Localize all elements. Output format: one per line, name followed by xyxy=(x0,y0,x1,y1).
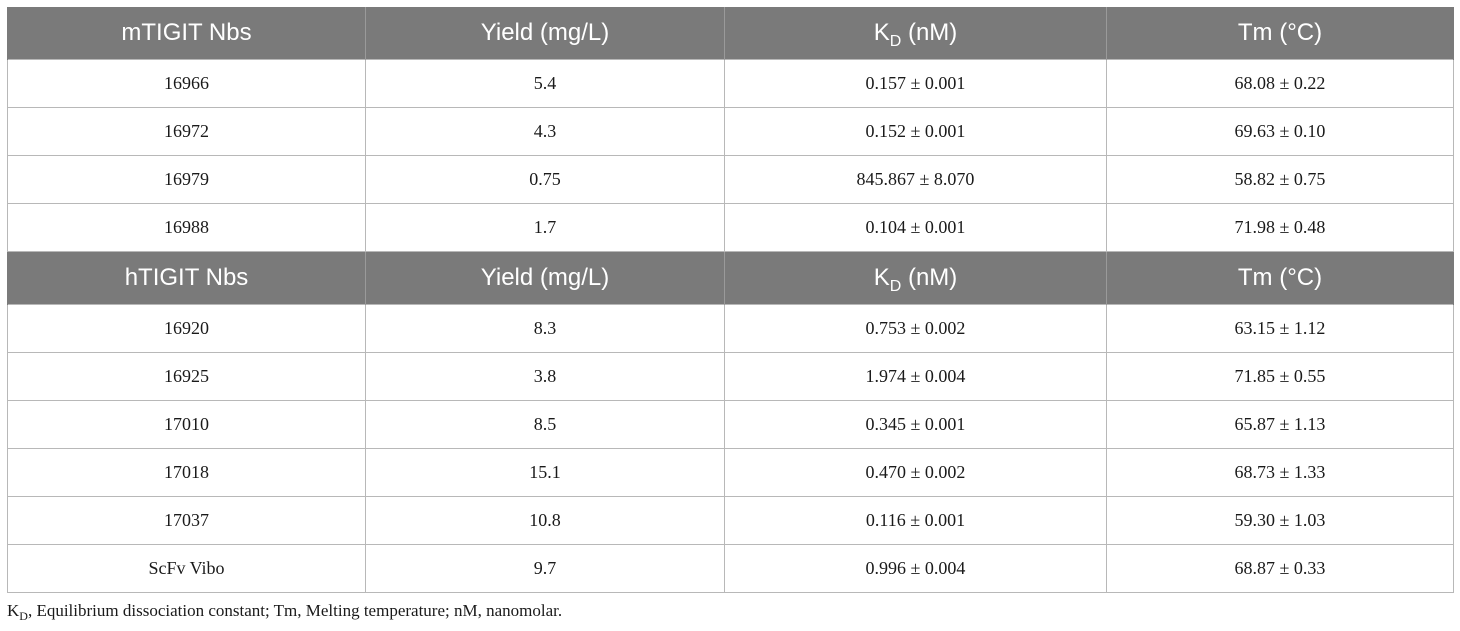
nanobody-id-cell: 17018 xyxy=(7,448,366,497)
nanobody-id-cell: 17037 xyxy=(7,496,366,545)
group-header: hTIGIT Nbs xyxy=(7,251,366,305)
kd-cell: 0.996 ± 0.004 xyxy=(724,544,1107,593)
kd-cell: 0.157 ± 0.001 xyxy=(724,59,1107,108)
table-row: 17010 8.5 0.345 ± 0.001 65.87 ± 1.13 xyxy=(7,400,1454,449)
tm-cell: 59.30 ± 1.03 xyxy=(1106,496,1454,545)
tm-cell: 68.73 ± 1.33 xyxy=(1106,448,1454,497)
nanobody-properties-table: mTIGIT Nbs Yield (mg/L) KD (nM) Tm (°C) 1696… xyxy=(7,7,1454,593)
tm-cell: 71.85 ± 0.55 xyxy=(1106,352,1454,401)
group-header: mTIGIT Nbs xyxy=(7,7,366,60)
section-header-row: mTIGIT Nbs Yield (mg/L) KD (nM) Tm (°C) xyxy=(7,7,1454,60)
yield-cell: 10.8 xyxy=(365,496,725,545)
yield-cell: 4.3 xyxy=(365,107,725,156)
kd-cell: 0.116 ± 0.001 xyxy=(724,496,1107,545)
table-row: 16972 4.3 0.152 ± 0.001 69.63 ± 0.10 xyxy=(7,107,1454,156)
yield-cell: 0.75 xyxy=(365,155,725,204)
nanobody-id-cell: 16920 xyxy=(7,304,366,353)
tm-cell: 63.15 ± 1.12 xyxy=(1106,304,1454,353)
table-row: ScFv Vibo 9.7 0.996 ± 0.004 68.87 ± 0.33 xyxy=(7,544,1454,593)
kd-cell: 0.104 ± 0.001 xyxy=(724,203,1107,252)
kd-cell: 0.753 ± 0.002 xyxy=(724,304,1107,353)
yield-cell: 5.4 xyxy=(365,59,725,108)
table-footnote: KD, Equilibrium dissociation constant; T… xyxy=(7,601,563,623)
nanobody-id-cell: 17010 xyxy=(7,400,366,449)
yield-cell: 1.7 xyxy=(365,203,725,252)
kd-header: KD (nM) xyxy=(724,7,1107,60)
yield-cell: 8.3 xyxy=(365,304,725,353)
footnote-kd-symbol: KD xyxy=(7,601,28,623)
yield-cell: 3.8 xyxy=(365,352,725,401)
nanobody-id-cell: 16972 xyxy=(7,107,366,156)
table-row: 16966 5.4 0.157 ± 0.001 68.08 ± 0.22 xyxy=(7,59,1454,108)
tm-cell: 65.87 ± 1.13 xyxy=(1106,400,1454,449)
kd-header: KD (nM) xyxy=(724,251,1107,305)
tm-cell: 69.63 ± 0.10 xyxy=(1106,107,1454,156)
kd-cell: 0.470 ± 0.002 xyxy=(724,448,1107,497)
nanobody-id-cell: 16979 xyxy=(7,155,366,204)
tm-header: Tm (°C) xyxy=(1106,7,1454,60)
yield-cell: 8.5 xyxy=(365,400,725,449)
table-row: 16920 8.3 0.753 ± 0.002 63.15 ± 1.12 xyxy=(7,304,1454,353)
table-row: 16925 3.8 1.974 ± 0.004 71.85 ± 0.55 xyxy=(7,352,1454,401)
kd-cell: 1.974 ± 0.004 xyxy=(724,352,1107,401)
kd-cell: 845.867 ± 8.070 xyxy=(724,155,1107,204)
nanobody-id-cell: 16966 xyxy=(7,59,366,108)
tm-cell: 58.82 ± 0.75 xyxy=(1106,155,1454,204)
kd-cell: 0.345 ± 0.001 xyxy=(724,400,1107,449)
nanobody-id-cell: 16925 xyxy=(7,352,366,401)
table-row: 16979 0.75 845.867 ± 8.070 58.82 ± 0.75 xyxy=(7,155,1454,204)
yield-cell: 15.1 xyxy=(365,448,725,497)
nanobody-id-cell: 16988 xyxy=(7,203,366,252)
kd-cell: 0.152 ± 0.001 xyxy=(724,107,1107,156)
section-header-row: hTIGIT Nbs Yield (mg/L) KD (nM) Tm (°C) xyxy=(7,251,1454,305)
tm-cell: 68.87 ± 0.33 xyxy=(1106,544,1454,593)
yield-header: Yield (mg/L) xyxy=(365,7,725,60)
tm-header: Tm (°C) xyxy=(1106,251,1454,305)
footnote-text: , Equilibrium dissociation constant; Tm,… xyxy=(27,601,563,620)
table-body: mTIGIT Nbs Yield (mg/L) KD (nM) Tm (°C) 1696… xyxy=(7,7,1454,593)
yield-header: Yield (mg/L) xyxy=(365,251,725,305)
nanobody-id-cell: ScFv Vibo xyxy=(7,544,366,593)
table-row: 16988 1.7 0.104 ± 0.001 71.98 ± 0.48 xyxy=(7,203,1454,252)
data-table-container: mTIGIT Nbs Yield (mg/L) KD (nM) Tm (°C) 1696… xyxy=(7,7,1454,593)
yield-cell: 9.7 xyxy=(365,544,725,593)
tm-cell: 68.08 ± 0.22 xyxy=(1106,59,1454,108)
tm-cell: 71.98 ± 0.48 xyxy=(1106,203,1454,252)
table-row: 17037 10.8 0.116 ± 0.001 59.30 ± 1.03 xyxy=(7,496,1454,545)
table-row: 17018 15.1 0.470 ± 0.002 68.73 ± 1.33 xyxy=(7,448,1454,497)
